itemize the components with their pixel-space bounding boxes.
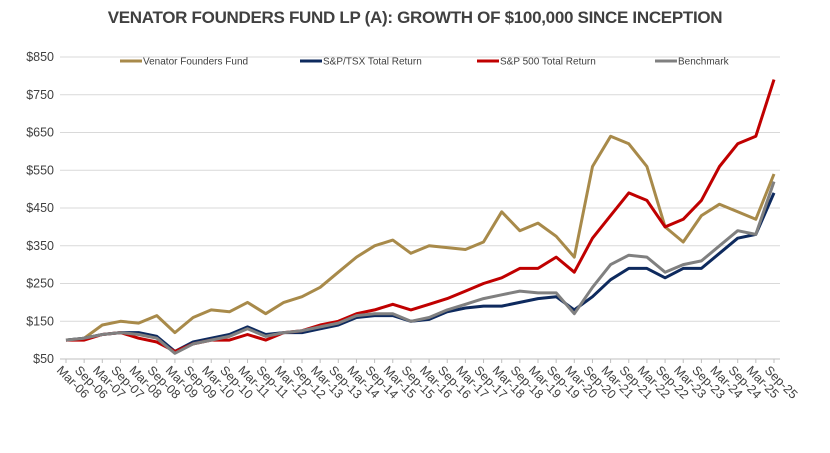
y-tick-label: $650 <box>26 126 54 140</box>
y-tick-label: $150 <box>26 314 54 328</box>
y-tick-label: $250 <box>26 277 54 291</box>
legend-label: Benchmark <box>678 57 730 68</box>
y-tick-label: $550 <box>26 163 54 177</box>
y-tick-label: $350 <box>26 239 54 253</box>
y-tick-label: $850 <box>26 50 54 64</box>
series-line-0 <box>65 134 776 342</box>
chart-title: VENATOR FOUNDERS FUND LP (A): GROWTH OF … <box>107 8 723 27</box>
legend-label: S&P/TSX Total Return <box>323 57 422 68</box>
legend-label: Venator Founders Fund <box>143 57 248 68</box>
y-tick-label: $50 <box>33 352 54 366</box>
y-tick-label: $750 <box>26 88 54 102</box>
series-line-3 <box>65 181 776 355</box>
y-tick-label: $450 <box>26 201 54 215</box>
legend-label: S&P 500 Total Return <box>500 57 596 68</box>
series-line-2 <box>66 79 776 353</box>
